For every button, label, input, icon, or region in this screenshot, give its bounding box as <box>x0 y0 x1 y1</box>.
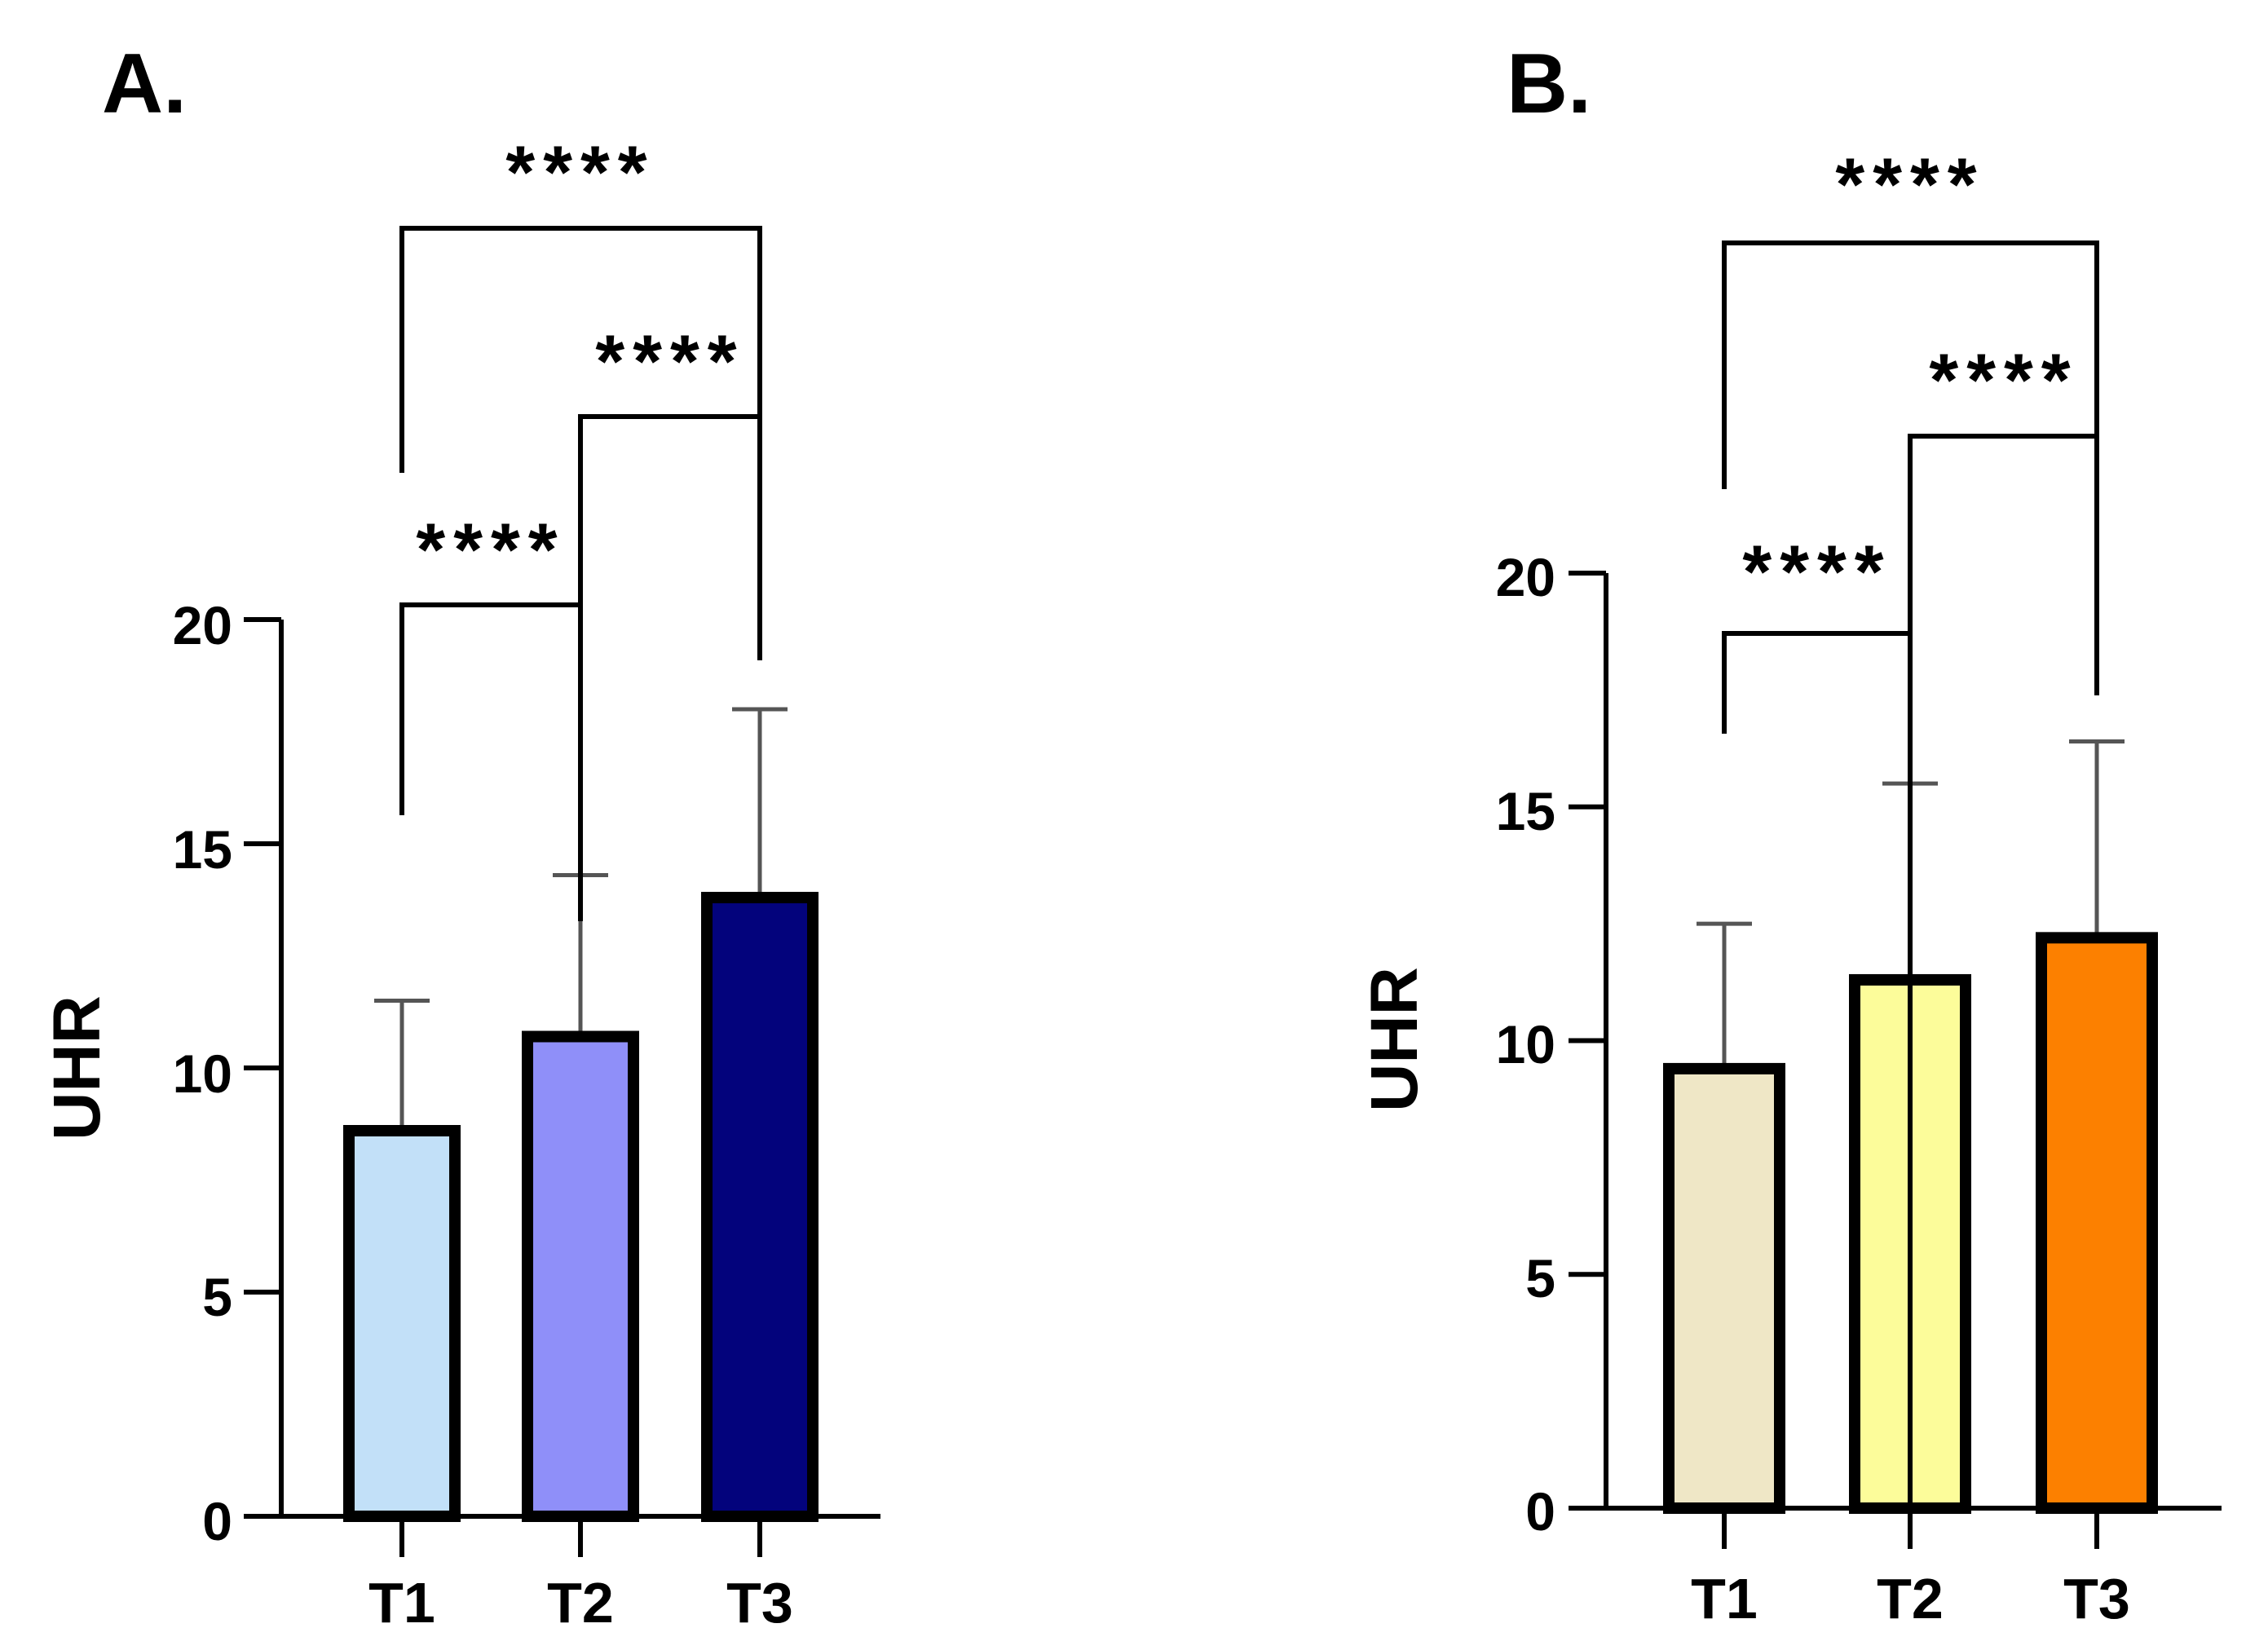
panel-a: A. UHR 0 5 10 15 20 T1 T2 T3 **** **** *… <box>40 37 880 1635</box>
panel-b-y-tick-5: 5 <box>1525 1248 1555 1308</box>
panel-a-y-tick-10: 10 <box>173 1043 232 1104</box>
panel-b-bar-t1 <box>1663 1062 1785 1515</box>
panel-b-y-tick-20: 20 <box>1496 547 1555 607</box>
panel-b-sig-label-t1-t3: **** <box>1835 143 1984 227</box>
panel-a-bar-t1 <box>343 1125 461 1522</box>
panel-b-x-label-t3: T3 <box>2063 1567 2130 1630</box>
panel-a-marks <box>244 226 880 1557</box>
panel-a-sig-label-t1-t2: **** <box>416 509 565 592</box>
panel-b-bar-t3 <box>2036 932 2158 1514</box>
panel-b-y-tick-15: 15 <box>1496 781 1555 841</box>
panel-b-marks <box>1569 240 2222 1549</box>
panel-a-x-label-t1: T1 <box>368 1571 435 1635</box>
panel-b-sig-label-t1-t2: **** <box>1742 531 1891 614</box>
panel-b-sig-bracket-t1-t3 <box>1722 240 2099 695</box>
panel-a-label: A. <box>102 37 187 131</box>
panel-a-y-tick-0: 0 <box>202 1491 232 1551</box>
panel-a-bar-t2 <box>522 1030 639 1522</box>
panel-b: B. UHR 0 5 10 15 20 T1 T2 T3 **** **** *… <box>1357 37 2222 1630</box>
panel-a-x-label-t3: T3 <box>726 1571 793 1635</box>
panel-a-y-tick-5: 5 <box>202 1267 232 1327</box>
panel-b-y-tick-0: 0 <box>1525 1481 1555 1542</box>
panel-a-y-axis-title: UHR <box>40 995 114 1140</box>
panel-a-sig-bracket-t2-t3 <box>578 414 762 921</box>
panel-b-x-label-t1: T1 <box>1691 1567 1758 1630</box>
panel-b-sig-bracket-t2-t3 <box>1908 434 2099 823</box>
panel-a-sig-bracket-t1-t2 <box>399 602 583 823</box>
panel-a-bar-t3 <box>701 892 819 1522</box>
panel-b-x-label-t2: T2 <box>1877 1567 1944 1630</box>
panel-a-x-label-t2: T2 <box>547 1571 614 1635</box>
panel-b-sig-bracket-t1-t2 <box>1722 631 1913 1545</box>
panel-b-label: B. <box>1507 37 1591 131</box>
panel-a-y-tick-20: 20 <box>173 595 232 655</box>
panel-a-sig-label-t2-t3: **** <box>595 320 744 404</box>
panel-b-sig-label-t2-t3: **** <box>1929 339 2078 422</box>
panel-b-y-tick-10: 10 <box>1496 1014 1555 1074</box>
panel-b-y-axis-title: UHR <box>1357 967 1432 1112</box>
panel-a-y-tick-15: 15 <box>173 819 232 880</box>
panel-a-sig-bracket-t1-t3 <box>399 226 762 656</box>
panel-a-sig-label-t1-t3: **** <box>505 131 655 214</box>
